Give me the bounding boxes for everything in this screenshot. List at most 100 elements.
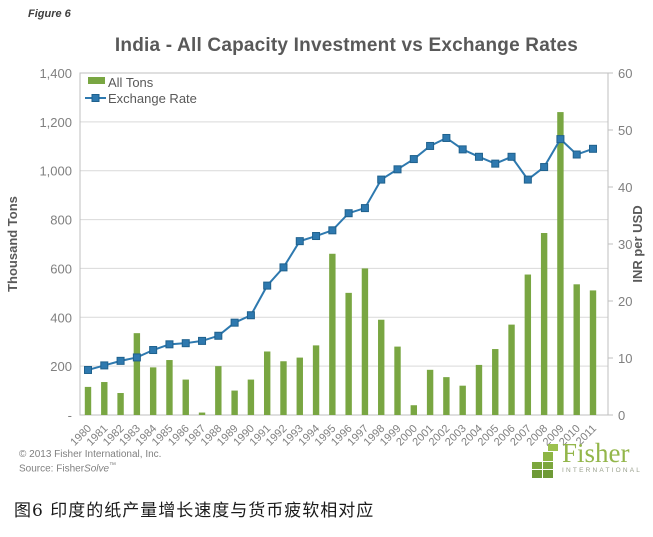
marker-1984 xyxy=(149,346,158,355)
bar-2001 xyxy=(426,369,434,415)
bar-1989 xyxy=(231,390,238,415)
left-axis-title: Thousand Tons xyxy=(5,196,20,292)
bar-2003 xyxy=(459,385,466,415)
bar-2004 xyxy=(475,364,483,415)
legend-label-all-tons: All Tons xyxy=(108,75,154,90)
bar-1994 xyxy=(312,345,320,415)
legend-label-exchange-rate: Exchange Rate xyxy=(108,91,197,106)
marker-1999 xyxy=(393,165,402,174)
marker-2002 xyxy=(442,133,451,142)
marker-2005 xyxy=(491,159,500,168)
svg-text:400: 400 xyxy=(50,310,72,325)
marker-2001 xyxy=(426,141,435,150)
marker-1997 xyxy=(360,204,369,213)
x-axis-labels: 1980198119821983198419851986198719881989… xyxy=(68,423,599,449)
bar-1988 xyxy=(215,366,222,415)
bar-1999 xyxy=(394,346,401,415)
figure-number-label: Figure 6 xyxy=(28,8,71,20)
svg-text:40: 40 xyxy=(618,180,632,195)
bar-1984 xyxy=(149,367,157,415)
bar-1980 xyxy=(84,386,92,415)
svg-text:1,400: 1,400 xyxy=(39,66,72,81)
source-trademark: ™ xyxy=(109,462,117,469)
marker-1980 xyxy=(84,365,92,374)
bar-1985 xyxy=(166,360,173,415)
bar-1991 xyxy=(263,351,271,415)
marker-2009 xyxy=(556,135,565,144)
svg-text:600: 600 xyxy=(50,261,72,276)
marker-1995 xyxy=(328,226,337,235)
marker-2011 xyxy=(589,144,597,153)
bar-2011 xyxy=(589,290,597,415)
marker-1983 xyxy=(132,353,141,362)
marker-1986 xyxy=(181,339,190,348)
svg-text:60: 60 xyxy=(618,66,632,81)
svg-text:800: 800 xyxy=(50,213,72,228)
source-prefix: Source: Fisher xyxy=(19,463,85,475)
bar-1986 xyxy=(182,379,189,415)
all-tons-swatch-icon xyxy=(88,77,105,84)
bar-2005 xyxy=(492,349,499,415)
marker-1996 xyxy=(344,209,353,218)
svg-text:1,200: 1,200 xyxy=(39,115,72,130)
marker-1985 xyxy=(165,340,174,349)
bar-2007 xyxy=(524,274,532,415)
svg-text:1,000: 1,000 xyxy=(39,164,72,179)
right-axis-title: INR per USD xyxy=(630,205,645,282)
exchange-rate-line xyxy=(87,136,594,371)
bar-1993 xyxy=(296,357,303,415)
bar-2000 xyxy=(410,405,418,415)
bar-2010 xyxy=(573,284,580,415)
fisher-logo-name: Fisher xyxy=(562,438,630,468)
exchange-rate-legend-marker-icon xyxy=(91,94,100,102)
exchange-rate-markers xyxy=(84,133,597,374)
svg-text:0: 0 xyxy=(618,408,625,423)
marker-1994 xyxy=(312,232,321,241)
marker-1987 xyxy=(198,336,207,345)
fisher-logo-subtext: INTERNATIONAL xyxy=(562,467,643,474)
marker-1988 xyxy=(214,331,223,340)
svg-text:50: 50 xyxy=(618,123,632,138)
source-text: Source: FisherSolve™ xyxy=(19,462,116,474)
bar-1995 xyxy=(329,253,336,415)
source-solve: Solve xyxy=(84,463,110,475)
marker-2004 xyxy=(474,152,483,161)
marker-2006 xyxy=(507,152,516,161)
fisher-logo: Fisher INTERNATIONAL xyxy=(532,440,650,482)
marker-1981 xyxy=(100,361,109,370)
all-tons-bars xyxy=(84,112,597,416)
marker-2008 xyxy=(540,163,549,172)
svg-text:20: 20 xyxy=(618,294,632,309)
svg-text:10: 10 xyxy=(618,351,632,366)
marker-2000 xyxy=(409,155,418,164)
bar-1998 xyxy=(378,319,385,415)
svg-text:200: 200 xyxy=(50,359,72,374)
marker-1993 xyxy=(295,237,304,246)
bar-1990 xyxy=(247,379,255,415)
marker-1990 xyxy=(246,311,255,320)
chart-plot-area: - 200 400 600 800 1,000 1,200 1,400 0 10 20 30 40 50 6… xyxy=(5,66,645,449)
marker-2010 xyxy=(572,150,581,159)
marker-2003 xyxy=(458,145,467,154)
bar-1997 xyxy=(361,268,369,415)
marker-1991 xyxy=(263,281,272,290)
right-axis-ticks: 0 10 20 30 40 50 60 xyxy=(608,66,632,423)
bar-1987 xyxy=(198,412,206,415)
fisher-tree-icon xyxy=(532,444,558,478)
marker-1989 xyxy=(230,318,239,327)
bar-2002 xyxy=(443,377,450,415)
bar-1983 xyxy=(133,333,141,415)
fisher-logo-text: Fisher INTERNATIONAL xyxy=(562,438,643,475)
figure-caption: 图6 印度的纸产量增长速度与货币疲软相对应 xyxy=(14,501,375,521)
bar-2008 xyxy=(540,233,548,415)
gridlines xyxy=(80,121,608,367)
bar-1996 xyxy=(345,292,352,415)
bar-1981 xyxy=(101,382,108,415)
marker-1998 xyxy=(377,175,386,184)
copyright-text: © 2013 Fisher International, Inc. xyxy=(19,449,162,460)
svg-text:-: - xyxy=(68,408,72,423)
bar-2009 xyxy=(557,112,564,416)
marker-1982 xyxy=(116,356,125,365)
